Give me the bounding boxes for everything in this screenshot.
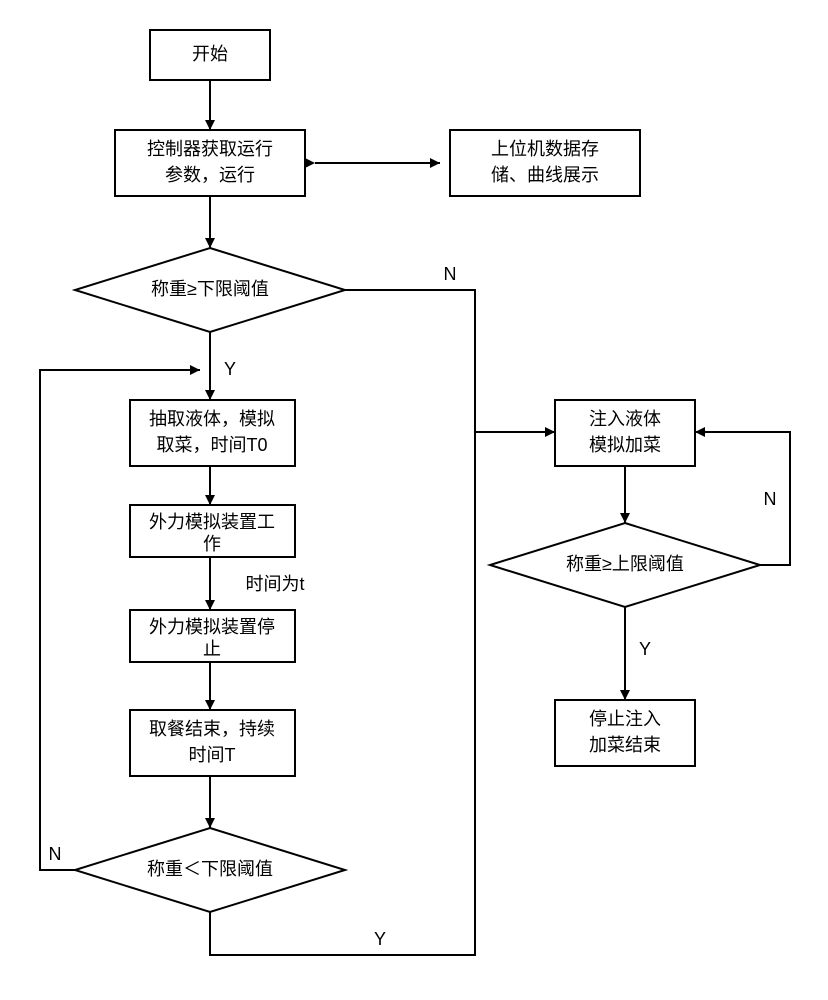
node-controller: 控制器获取运行 参数，运行 [115, 130, 305, 196]
node-extract-l1: 抽取液体，模拟 [149, 409, 275, 429]
label-dec1-n: N [444, 264, 457, 284]
node-extract-l2: 取菜，时间T0 [156, 435, 267, 455]
node-force-work-l1: 外力模拟装置工 [149, 512, 275, 532]
label-dec1-y: Y [224, 359, 236, 379]
node-force-work: 外力模拟装置工 作 [130, 505, 295, 557]
node-stop-inject-l1: 停止注入 [589, 709, 661, 729]
node-dec3-text: 称重≥上限阈值 [566, 554, 684, 574]
node-dec1-text: 称重≥下限阈值 [151, 279, 269, 299]
node-start-text: 开始 [192, 44, 228, 64]
node-force-stop-l2: 止 [203, 639, 221, 659]
node-host-l2: 储、曲线展示 [491, 165, 599, 185]
node-controller-l1: 控制器获取运行 [147, 139, 273, 159]
node-inject: 注入液体 模拟加菜 [555, 400, 695, 466]
node-force-stop-l1: 外力模拟装置停 [149, 617, 275, 637]
label-dec2-y: Y [374, 929, 386, 949]
node-host-l1: 上位机数据存 [491, 139, 599, 159]
label-dec2-n: N [49, 844, 62, 864]
node-force-stop: 外力模拟装置停 止 [130, 610, 295, 662]
node-dec2-text: 称重＜下限阈值 [147, 859, 273, 879]
node-meal-end: 取餐结束，持续 时间T [130, 710, 295, 776]
node-dec3: 称重≥上限阈值 [490, 523, 760, 607]
node-stop-inject: 停止注入 加菜结束 [555, 700, 695, 766]
node-dec2: 称重＜下限阈值 [75, 828, 345, 912]
node-inject-l2: 模拟加菜 [589, 435, 661, 455]
node-force-work-l2: 作 [203, 534, 221, 554]
node-meal-end-l1: 取餐结束，持续 [149, 719, 275, 739]
node-inject-l1: 注入液体 [589, 409, 661, 429]
edge-dec1-inject [345, 290, 555, 432]
flowchart: 开始 控制器获取运行 参数，运行 上位机数据存 储、曲线展示 称重≥下限阈值 抽… [0, 0, 828, 1000]
node-host: 上位机数据存 储、曲线展示 [450, 130, 640, 196]
node-meal-end-l2: 时间T [189, 745, 236, 765]
node-controller-l2: 参数，运行 [165, 165, 255, 185]
label-dec3-y: Y [639, 639, 651, 659]
label-dec3-n: N [764, 489, 777, 509]
label-time-t: 时间为t [245, 574, 304, 594]
node-start: 开始 [150, 30, 270, 80]
node-extract: 抽取液体，模拟 取菜，时间T0 [130, 400, 295, 466]
node-dec1: 称重≥下限阈值 [75, 248, 345, 332]
node-stop-inject-l2: 加菜结束 [589, 735, 661, 755]
